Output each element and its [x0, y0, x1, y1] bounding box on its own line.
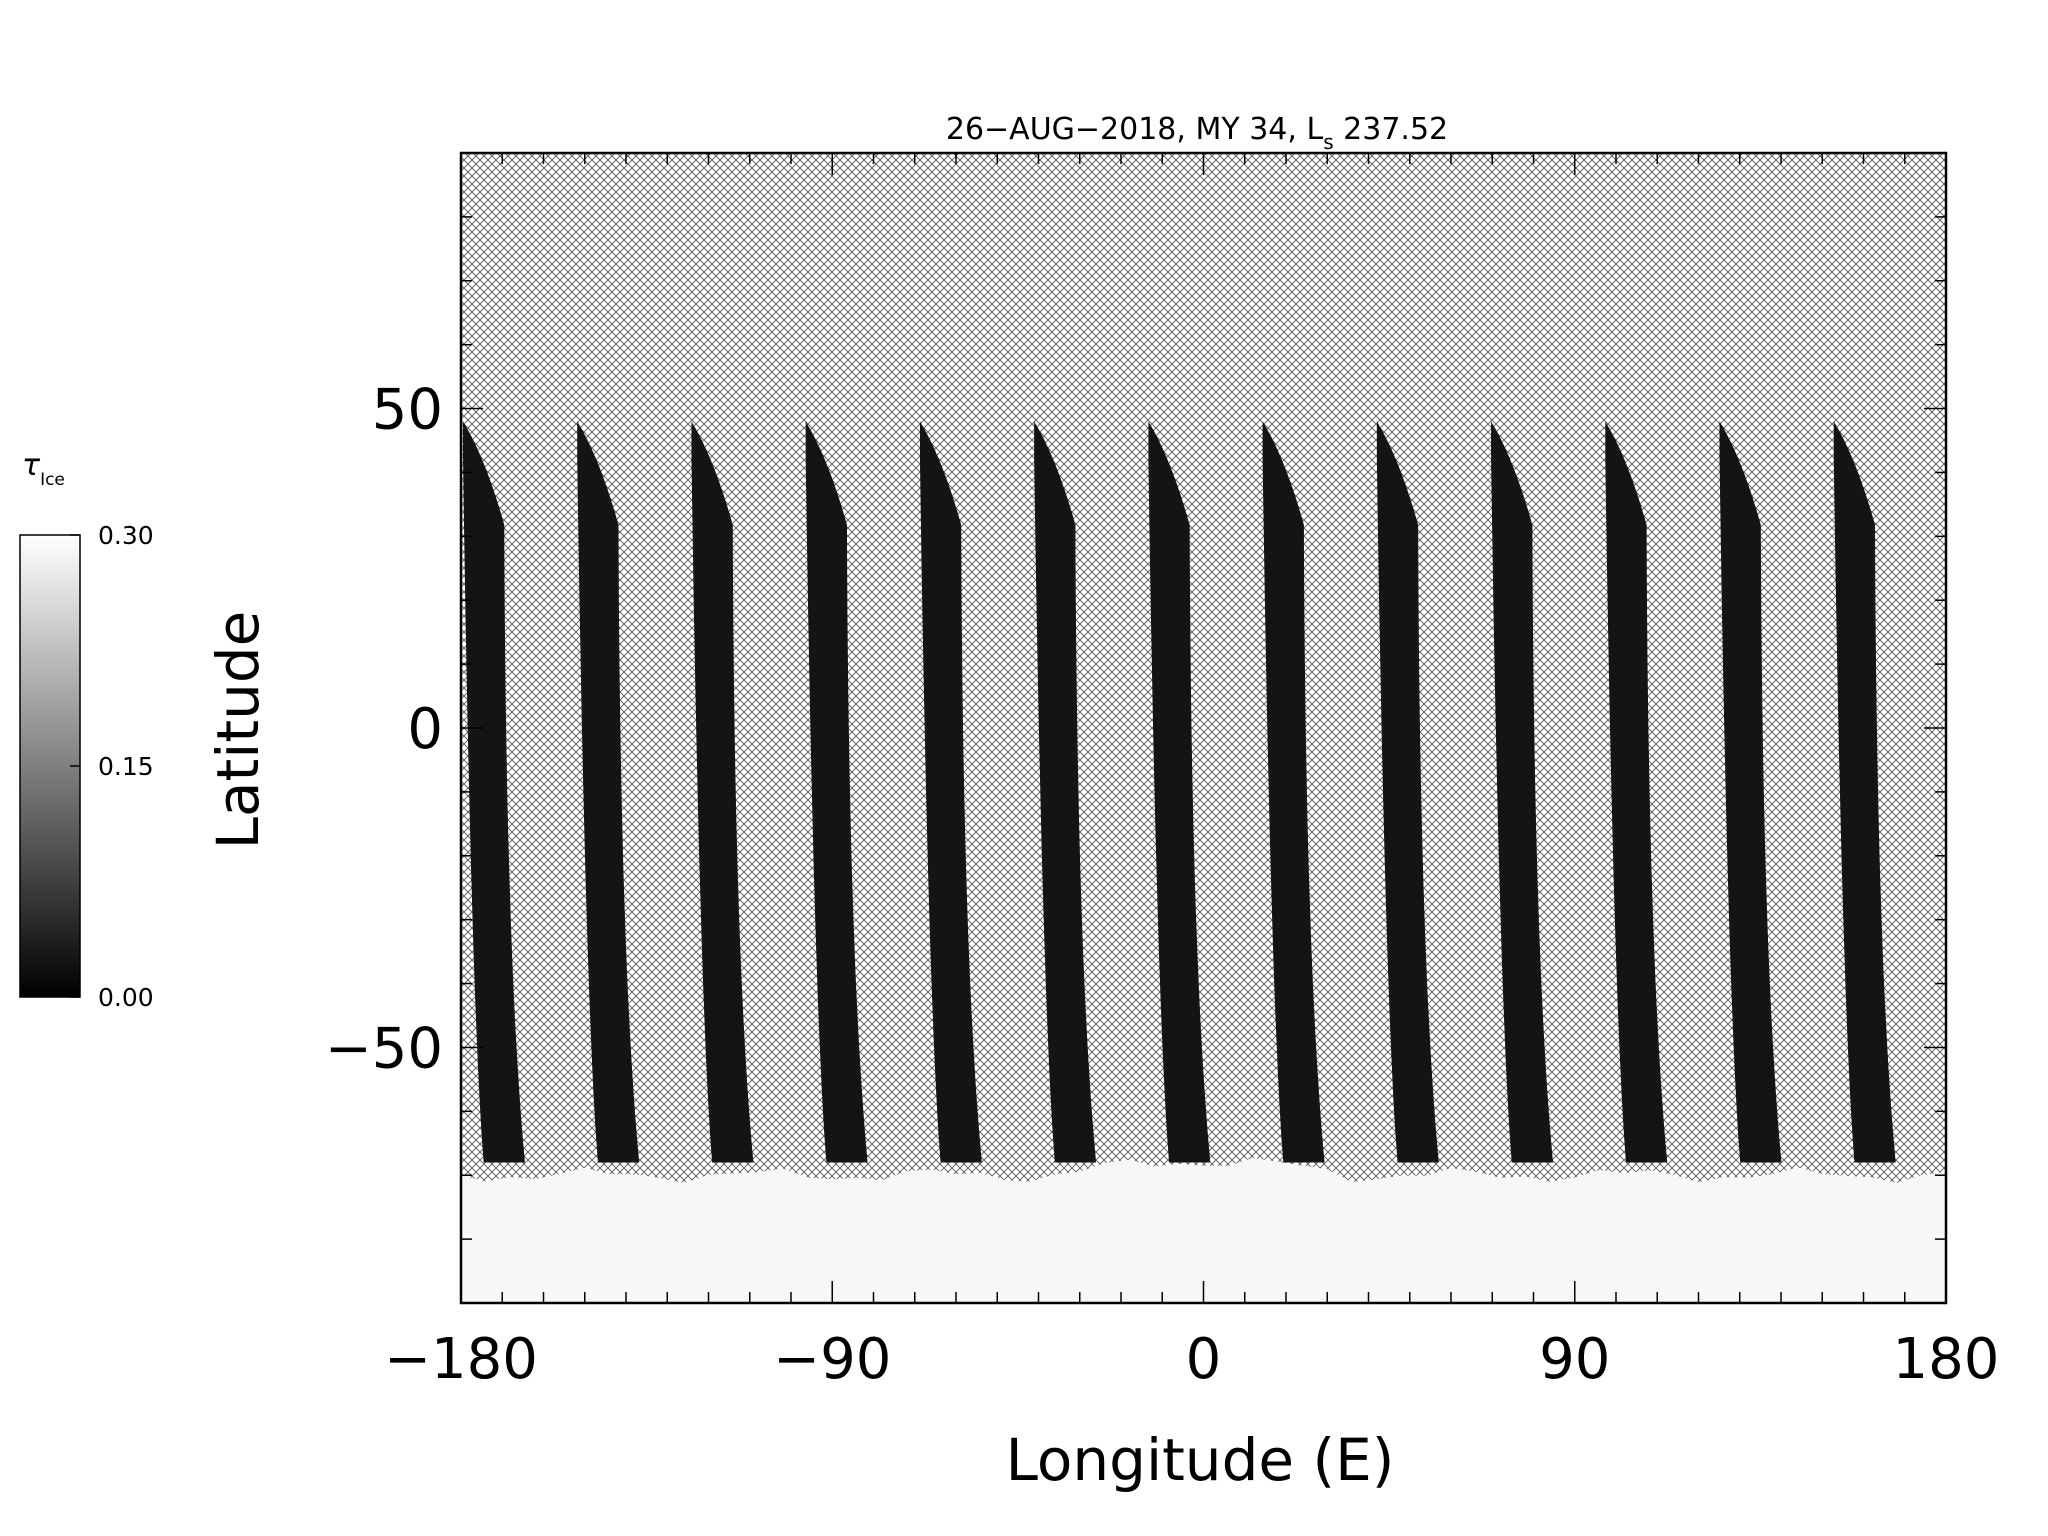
x-tick-label: 0	[1186, 1327, 1222, 1392]
data-swath	[1034, 421, 1097, 1163]
data-swath	[1491, 421, 1554, 1163]
data-swath	[691, 421, 754, 1163]
colorbar: τIce 0.00 0.15 0.30	[19, 448, 154, 1012]
data-swath	[1262, 421, 1325, 1163]
colorbar-label: τIce	[22, 448, 65, 490]
data-swath	[1719, 421, 1782, 1163]
x-axis-label: Longitude (E)	[1006, 1426, 1395, 1494]
colorbar-tick-label: 0.15	[98, 752, 154, 781]
chart-title: 26−AUG−2018, MY 34, Ls 237.52	[946, 112, 1448, 154]
colorbar-tick-label: 0.30	[98, 521, 154, 550]
y-tick-label: −50	[325, 1016, 443, 1081]
data-swath	[1833, 421, 1896, 1163]
data-swath	[1376, 421, 1439, 1163]
colorbar-tick-label: 0.00	[98, 983, 154, 1012]
y-axis-label: Latitude	[204, 611, 272, 850]
x-tick-label: 180	[1893, 1327, 2000, 1392]
plot-area	[461, 153, 1946, 1303]
south-polar-cap	[461, 1157, 1946, 1303]
x-tick-label: −180	[384, 1327, 538, 1392]
x-tick-label: −90	[773, 1327, 891, 1392]
data-swath	[805, 421, 868, 1163]
y-tick-label: 0	[407, 697, 443, 762]
y-tick-label: 50	[372, 378, 443, 443]
data-swath	[919, 421, 982, 1163]
data-swath	[577, 421, 640, 1163]
data-swath	[1605, 421, 1668, 1163]
axes: −180 −90 0 90 180 −50 0 50	[325, 151, 2000, 1392]
data-swath	[1148, 421, 1211, 1163]
x-tick-label: 90	[1539, 1327, 1610, 1392]
data-swath	[463, 421, 525, 1163]
